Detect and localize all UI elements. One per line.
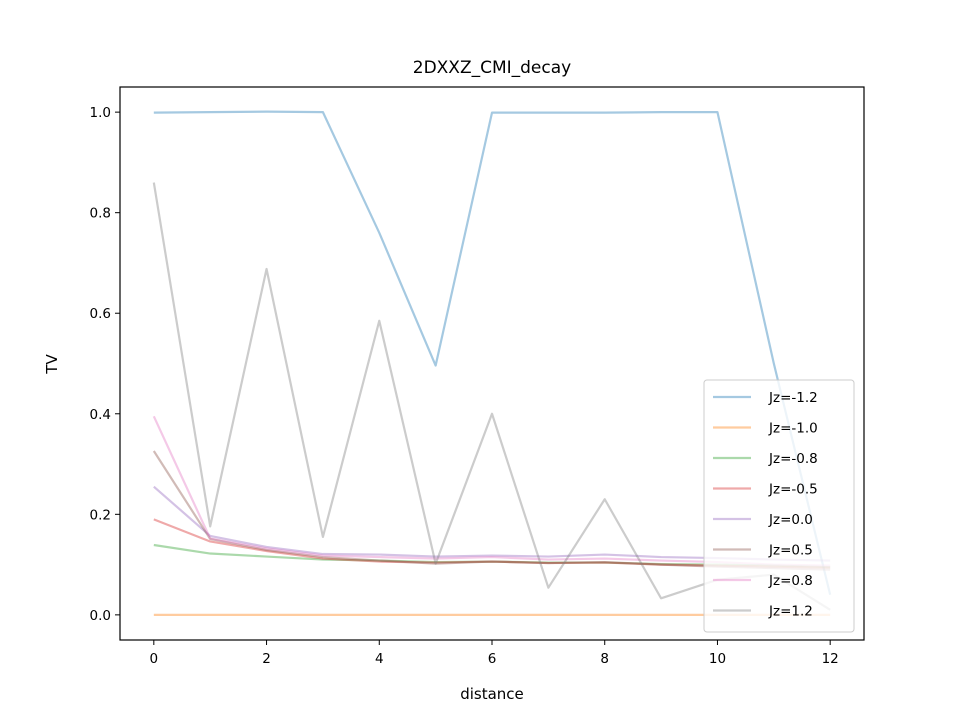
y-tick-label: 0.4 xyxy=(90,407,111,423)
legend-label-3: Jz=-0.5 xyxy=(768,482,818,498)
legend-box xyxy=(703,379,855,633)
legend-label-2: Jz=-0.8 xyxy=(768,451,818,467)
x-axis-ticks: 0 2 4 6 8 10 12 xyxy=(150,640,839,667)
x-tick-label: 0 xyxy=(150,651,159,667)
legend: Jz=-1.2 Jz=-1.0 Jz=-0.8 Jz=-0.5 Jz=0.0 Jz=0.5… xyxy=(703,379,855,633)
x-tick-label: 4 xyxy=(375,651,384,667)
y-tick-label: 1.0 xyxy=(90,105,111,121)
x-axis-label: distance xyxy=(460,685,524,703)
legend-label-1: Jz=-1.0 xyxy=(768,421,818,437)
y-tick-label: 0.2 xyxy=(90,507,111,523)
y-axis-ticks: 0.0 0.2 0.4 0.6 0.8 1.0 xyxy=(90,105,120,624)
legend-label-0: Jz=-1.2 xyxy=(768,390,818,406)
chart-title: 2DXXZ_CMI_decay xyxy=(413,58,571,78)
legend-label-7: Jz=1.2 xyxy=(768,604,813,620)
y-tick-label: 0.6 xyxy=(90,306,111,322)
legend-label-5: Jz=0.5 xyxy=(768,543,813,559)
legend-label-6: Jz=0.8 xyxy=(768,573,813,589)
x-tick-label: 2 xyxy=(262,651,271,667)
legend-label-4: Jz=0.0 xyxy=(768,512,813,528)
y-tick-label: 0.0 xyxy=(90,608,111,624)
y-tick-label: 0.8 xyxy=(90,206,111,222)
x-tick-label: 12 xyxy=(822,651,839,667)
series-line-0 xyxy=(153,110,832,596)
y-axis-label: TV xyxy=(43,354,61,375)
x-tick-label: 6 xyxy=(488,651,497,667)
x-tick-label: 8 xyxy=(600,651,609,667)
x-tick-label: 10 xyxy=(709,651,726,667)
